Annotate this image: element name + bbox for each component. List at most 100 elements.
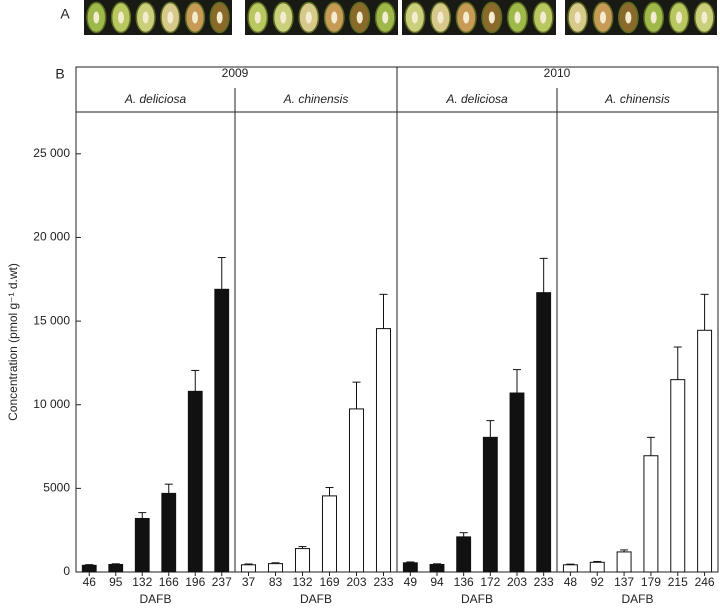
bar: [348, 408, 365, 573]
fruit-core: [599, 11, 607, 24]
y-tick-label: 25 000: [33, 146, 70, 160]
error-bar: [217, 257, 226, 290]
error-bar: [673, 346, 682, 380]
y-tick-label: 0: [63, 564, 70, 578]
y-tick-label: 5000: [43, 481, 70, 495]
x-tick-label: 169: [319, 575, 339, 589]
fruit-core: [192, 11, 198, 24]
fruit-core: [142, 11, 149, 24]
error-bar: [379, 293, 388, 329]
bar: [643, 455, 659, 573]
fruit-core: [574, 11, 581, 24]
bar: [134, 517, 150, 573]
fruit-core: [411, 11, 418, 24]
error-bar: [700, 293, 709, 331]
x-tick-label: 203: [507, 575, 527, 589]
x-axis-label: DAFB: [300, 592, 332, 606]
bar: [536, 292, 552, 573]
bar: [214, 288, 230, 573]
error-bar: [433, 563, 441, 565]
bar: [375, 328, 392, 573]
x-tick-label: 203: [346, 575, 366, 589]
photo-strip: [245, 0, 398, 35]
x-axis-label: DAFB: [139, 592, 171, 606]
fruit-core: [540, 11, 547, 24]
y-tick-label: 10 000: [33, 397, 70, 411]
panel-label: A: [60, 6, 70, 22]
x-tick-label: 48: [564, 575, 578, 589]
x-tick-label: 132: [292, 575, 312, 589]
error-bar: [138, 512, 147, 519]
fruit-core: [254, 11, 261, 24]
bar: [267, 563, 284, 573]
fruit-core: [331, 11, 338, 24]
fruit-core: [675, 11, 683, 24]
fruit-core: [382, 11, 389, 24]
bar: [81, 564, 97, 573]
photo-strip: [84, 0, 232, 35]
fruit-core: [514, 11, 521, 24]
error-bar: [298, 546, 307, 549]
bar: [456, 536, 472, 573]
fruit-core: [701, 11, 708, 24]
fruit-core: [488, 11, 495, 24]
bar: [240, 564, 257, 573]
error-bar: [352, 381, 361, 409]
error-bar: [325, 487, 334, 496]
x-tick-label: 136: [454, 575, 474, 589]
error-bar: [620, 549, 629, 552]
y-tick-label: 15 000: [33, 313, 70, 327]
fruit-core: [93, 11, 100, 24]
bar: [589, 561, 605, 573]
bar: [562, 564, 578, 573]
x-tick-label: 196: [185, 575, 205, 589]
x-tick-label: 172: [480, 575, 500, 589]
panel-label: B: [55, 66, 64, 82]
x-tick-label: 92: [591, 575, 605, 589]
fruit-core: [280, 11, 287, 24]
bar: [321, 495, 338, 573]
error-bar: [111, 563, 120, 565]
year-label: 2009: [222, 66, 249, 80]
fruit-core: [356, 11, 363, 24]
x-tick-label: 83: [269, 575, 283, 589]
x-tick-label: 95: [109, 575, 123, 589]
x-tick-label: 166: [159, 575, 179, 589]
error-bar: [244, 563, 253, 565]
bar: [402, 562, 418, 573]
y-tick-label: 20 000: [33, 230, 70, 244]
x-tick-label: 246: [695, 575, 715, 589]
error-bar: [539, 257, 548, 293]
x-tick-label: 233: [373, 575, 393, 589]
panel-title: A. deliciosa: [445, 92, 508, 106]
year-label: 2010: [544, 66, 571, 80]
bar: [161, 492, 177, 573]
fruit-core: [216, 11, 223, 24]
x-tick-label: 233: [534, 575, 554, 589]
photo-strip: [565, 0, 717, 35]
fruit-core: [463, 11, 470, 24]
error-bar: [566, 563, 575, 565]
x-tick-label: 215: [668, 575, 688, 589]
bar: [187, 390, 203, 573]
x-tick-label: 94: [430, 575, 444, 589]
fruit-core: [625, 11, 632, 24]
error-bar: [459, 532, 468, 537]
x-tick-label: 179: [641, 575, 661, 589]
x-tick-label: 37: [242, 575, 256, 589]
fruit-core: [167, 11, 174, 24]
bar: [482, 436, 498, 573]
error-bar: [486, 420, 495, 438]
x-tick-label: 49: [404, 575, 418, 589]
fruit-core: [118, 11, 124, 24]
panel-title: A. deliciosa: [124, 92, 187, 106]
error-bar: [513, 369, 521, 394]
error-bar: [593, 560, 602, 563]
panel-title: A. chinensis: [283, 92, 349, 106]
photo-strip: [402, 0, 556, 35]
fruit-core: [650, 11, 657, 24]
bar: [509, 392, 525, 573]
bar: [616, 551, 632, 573]
error-bar: [646, 436, 655, 456]
